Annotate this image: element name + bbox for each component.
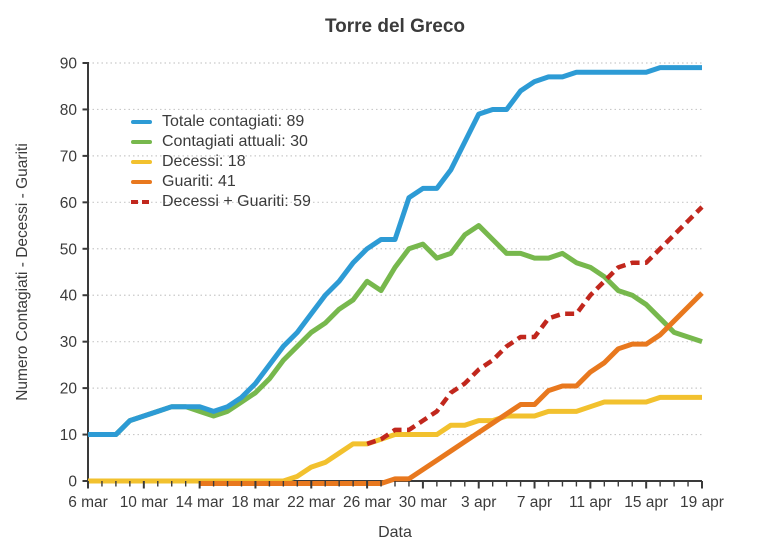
x-tick-label: 18 mar (231, 494, 279, 511)
legend-swatch-contagiati-attuali (131, 139, 152, 145)
x-tick-label: 3 apr (461, 494, 496, 511)
x-tick-label: 26 mar (343, 494, 391, 511)
y-tick-label: 90 (60, 56, 78, 73)
x-tick-label: 19 apr (680, 494, 724, 511)
y-tick-label: 30 (60, 334, 78, 351)
y-axis-label: Numero Contagiati - Decessi - Guariti (14, 143, 31, 401)
y-tick-label: 60 (60, 195, 78, 212)
x-tick-label: 22 mar (287, 494, 335, 511)
x-tick-label: 7 apr (517, 494, 552, 511)
legend-label: Decessi: 18 (162, 153, 246, 170)
y-tick-label: 80 (60, 102, 78, 119)
legend-item-decessi: Decessi: 18 (131, 152, 311, 172)
y-tick-label: 0 (68, 474, 77, 491)
y-tick-label: 70 (60, 148, 78, 165)
legend-item-guariti: Guariti: 41 (131, 172, 311, 192)
x-tick-label: 6 mar (68, 494, 108, 511)
legend-label: Totale contagiati: 89 (162, 113, 305, 130)
x-tick-label: 10 mar (120, 494, 168, 511)
x-tick-label: 30 mar (399, 494, 447, 511)
y-tick-label: 40 (60, 288, 78, 305)
legend-swatch-totale-contagiati (131, 119, 152, 125)
legend-label: Decessi + Guariti: 59 (162, 193, 311, 210)
chart-title: Torre del Greco (324, 16, 466, 37)
series-line-decessi (88, 394, 702, 484)
series-line-totale-contagiati (88, 65, 702, 438)
legend-swatch-decessi (131, 159, 152, 165)
x-tick-label: 14 mar (176, 494, 224, 511)
x-axis-label: Data (378, 524, 412, 541)
series-line-guariti (199, 291, 704, 486)
legend-item-decessi-guariti: Decessi + Guariti: 59 (131, 192, 311, 212)
series-line-decessi-guariti (366, 205, 704, 446)
y-tick-label: 10 (60, 427, 78, 444)
legend-item-totale-contagiati: Totale contagiati: 89 (131, 112, 311, 132)
chart-legend: Totale contagiati: 89 Contagiati attuali… (131, 112, 311, 212)
y-tick-label: 50 (60, 241, 78, 258)
legend-swatch-decessi-guariti (131, 199, 152, 205)
x-tick-label: 11 apr (569, 494, 612, 511)
legend-swatch-guariti (131, 179, 152, 185)
y-tick-label: 20 (60, 381, 78, 398)
legend-label: Contagiati attuali: 30 (162, 133, 308, 150)
x-tick-label: 15 apr (624, 494, 668, 511)
legend-label: Guariti: 41 (162, 173, 236, 190)
legend-item-contagiati-attuali: Contagiati attuali: 30 (131, 132, 311, 152)
